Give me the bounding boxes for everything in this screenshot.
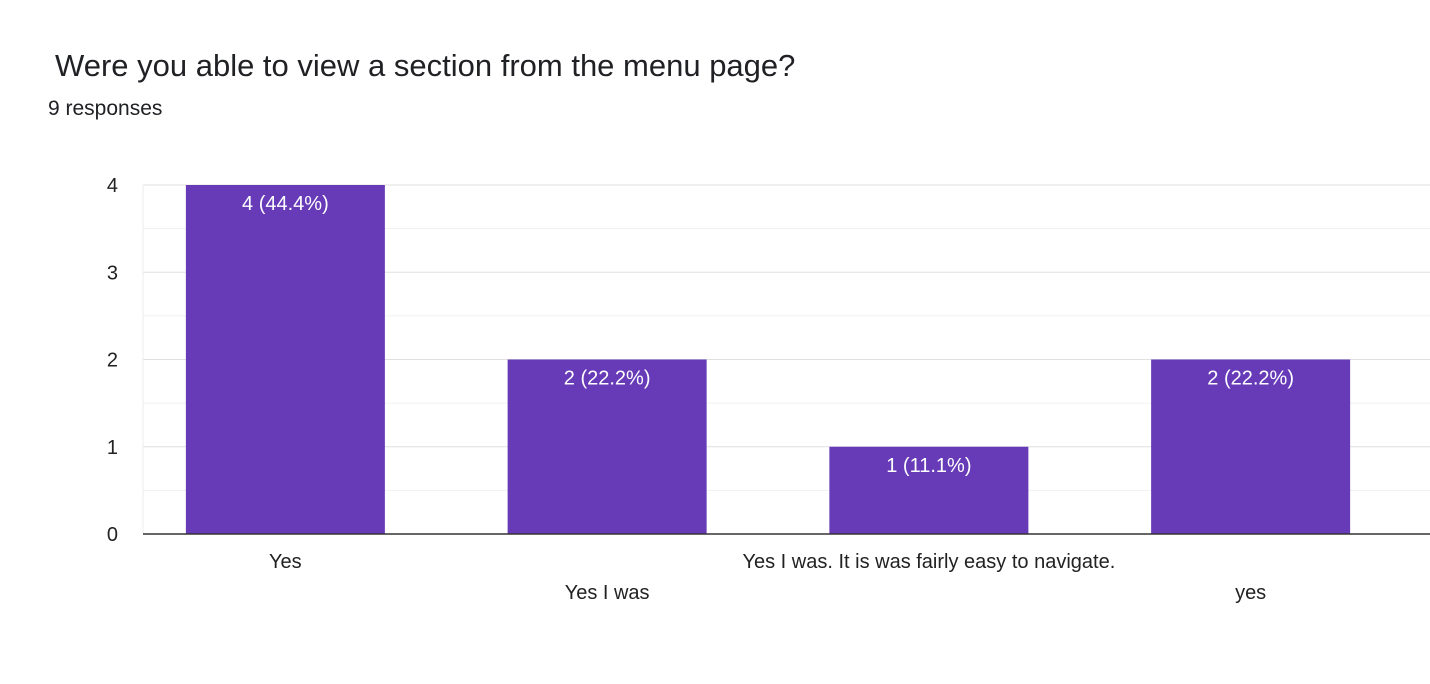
bars: 4 (44.4%) 2 (22.2%) 1 (11.1%) 2 (22.2%) xyxy=(185,185,1351,535)
y-tick-label: 2 xyxy=(107,350,118,372)
question-title: Were you able to view a section from the… xyxy=(55,48,796,83)
y-tick-label: 1 xyxy=(107,437,118,459)
bar[interactable] xyxy=(1151,359,1351,535)
y-tick-label: 3 xyxy=(107,262,118,284)
bar[interactable] xyxy=(507,359,707,535)
bar-data-label: 2 (22.2%) xyxy=(564,368,651,390)
x-category-label: Yes I was xyxy=(565,582,650,604)
bar-data-label: 1 (11.1%) xyxy=(886,455,971,477)
x-category-label: Yes I was. It is was fairly easy to navi… xyxy=(742,551,1115,573)
x-axis-categories: Yes Yes I was Yes I was. It is was fairly … xyxy=(269,551,1266,604)
x-category-label: Yes xyxy=(269,551,302,573)
x-category-label: yes xyxy=(1235,582,1266,604)
bar-data-label: 4 (44.4%) xyxy=(242,193,329,215)
bar[interactable] xyxy=(829,446,1029,534)
y-tick-label: 4 xyxy=(107,175,118,197)
response-count: 9 responses xyxy=(48,97,163,120)
y-axis-ticks: 0 1 2 3 4 xyxy=(107,175,118,546)
bar-data-label: 2 (22.2%) xyxy=(1207,368,1294,390)
y-tick-label: 0 xyxy=(107,524,118,546)
bar[interactable] xyxy=(185,185,385,534)
